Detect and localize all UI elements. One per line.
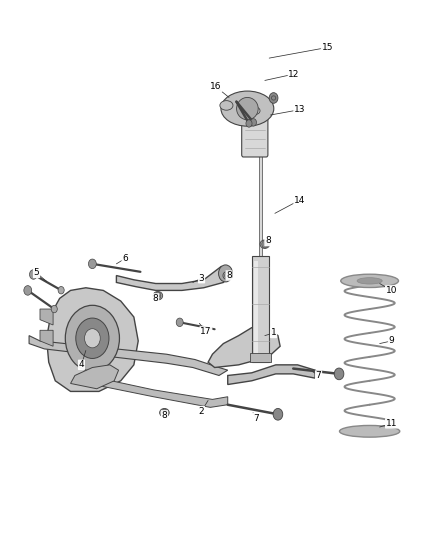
Polygon shape	[71, 365, 119, 389]
Circle shape	[24, 286, 32, 295]
Circle shape	[334, 368, 344, 379]
Text: 5: 5	[34, 269, 39, 277]
Text: 8: 8	[226, 271, 232, 280]
Circle shape	[76, 318, 109, 359]
Text: 10: 10	[386, 286, 397, 295]
Circle shape	[269, 93, 278, 103]
Text: 1: 1	[271, 328, 276, 337]
Text: 6: 6	[122, 254, 128, 263]
Text: 8: 8	[153, 294, 159, 303]
Polygon shape	[46, 288, 138, 391]
Circle shape	[273, 408, 283, 420]
Circle shape	[225, 272, 231, 279]
Text: 7: 7	[316, 371, 321, 380]
Text: 16: 16	[210, 82, 222, 91]
Polygon shape	[40, 309, 53, 325]
Text: 11: 11	[386, 419, 397, 428]
Text: 13: 13	[294, 105, 306, 114]
Text: 2: 2	[199, 407, 205, 416]
Circle shape	[65, 305, 120, 371]
Circle shape	[58, 286, 64, 294]
Text: 8: 8	[265, 237, 271, 246]
Bar	[254, 261, 258, 357]
Ellipse shape	[260, 240, 270, 248]
Ellipse shape	[357, 278, 382, 284]
Ellipse shape	[341, 274, 399, 287]
Ellipse shape	[221, 91, 274, 126]
Bar	[259, 155, 262, 362]
Circle shape	[88, 259, 96, 269]
Ellipse shape	[339, 425, 400, 437]
Polygon shape	[40, 330, 53, 346]
Text: 12: 12	[288, 70, 300, 78]
Ellipse shape	[220, 101, 233, 110]
Polygon shape	[208, 328, 280, 368]
Circle shape	[51, 305, 57, 313]
Text: 17: 17	[200, 327, 212, 336]
Bar	[250, 353, 272, 362]
Circle shape	[246, 120, 252, 127]
Bar	[252, 256, 269, 362]
Circle shape	[85, 329, 100, 348]
Circle shape	[219, 265, 233, 282]
Circle shape	[176, 318, 183, 327]
Ellipse shape	[159, 408, 169, 417]
Text: 9: 9	[389, 336, 394, 345]
Text: 14: 14	[294, 196, 305, 205]
Circle shape	[251, 119, 257, 126]
Polygon shape	[75, 374, 228, 407]
Text: 4: 4	[79, 360, 84, 369]
Circle shape	[262, 240, 268, 248]
Ellipse shape	[244, 109, 265, 121]
Ellipse shape	[272, 96, 276, 100]
Polygon shape	[29, 336, 228, 375]
Text: 15: 15	[321, 43, 333, 52]
Circle shape	[161, 409, 167, 416]
Text: 3: 3	[199, 273, 205, 282]
Text: 8: 8	[162, 411, 167, 420]
Polygon shape	[228, 365, 315, 384]
Ellipse shape	[153, 292, 162, 300]
Polygon shape	[117, 266, 230, 290]
Ellipse shape	[237, 98, 258, 120]
FancyBboxPatch shape	[242, 113, 268, 157]
Circle shape	[29, 270, 37, 279]
Ellipse shape	[223, 271, 233, 280]
Ellipse shape	[251, 107, 260, 115]
Text: 7: 7	[253, 414, 259, 423]
Circle shape	[155, 292, 161, 300]
